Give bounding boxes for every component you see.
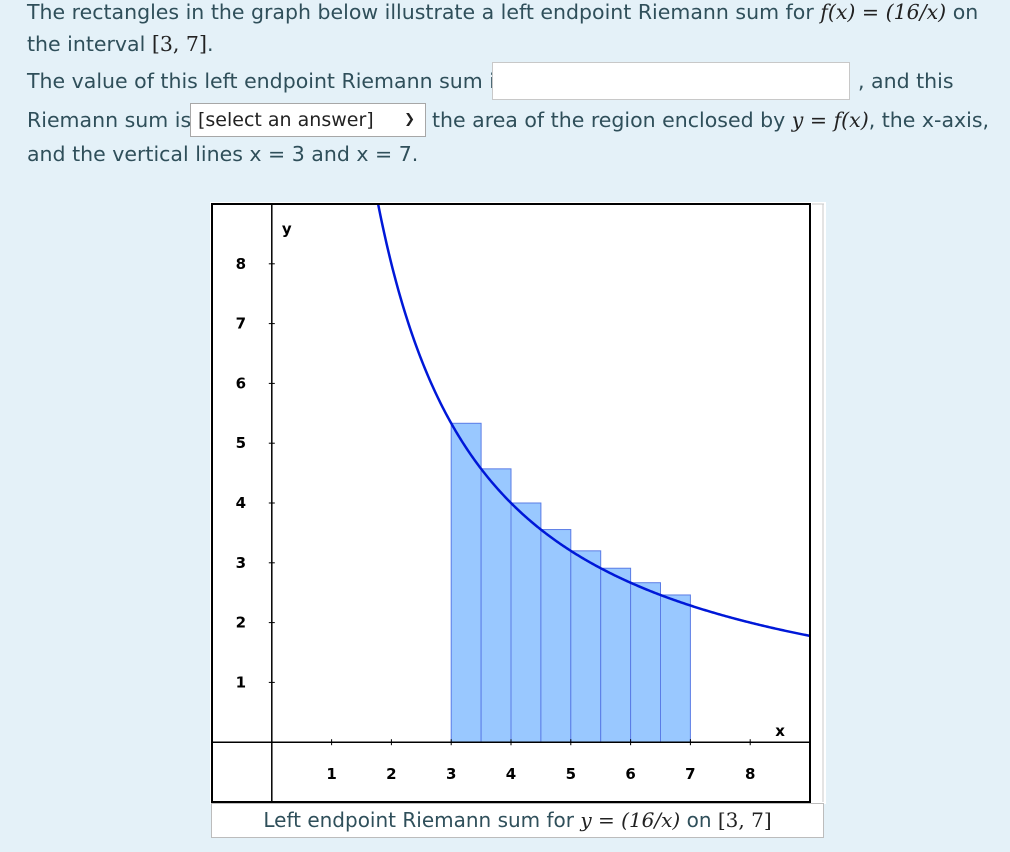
graph-frame (211, 203, 811, 803)
y-tick-label: 2 (236, 614, 246, 632)
caption-function: y = (16/x) (580, 808, 681, 832)
question-line-5: and the vertical lines x = 3 and x = 7. (27, 142, 419, 166)
y-tick-label: 5 (236, 434, 246, 452)
y-tick-label: 8 (236, 255, 246, 273)
interval-expression: [3, 7] (151, 32, 207, 56)
x-tick-label: 6 (625, 765, 635, 783)
y-tick-label: 3 (236, 554, 246, 572)
question-line-3: The value of this left endpoint Riemann … (27, 69, 506, 93)
y-tick-label: 4 (236, 494, 246, 512)
comparison-select-value: [select an answer] (198, 109, 374, 131)
riemann-bar (510, 502, 542, 743)
caption-interval: [3, 7] (717, 808, 772, 832)
y-axis-label: y (282, 220, 292, 238)
x-tick-label: 1 (326, 765, 336, 783)
riemann-bar (450, 422, 482, 743)
x-axis-label: x (775, 722, 785, 740)
riemann-sum-answer-input[interactable] (492, 62, 850, 100)
graph-caption: Left endpoint Riemann sum for y = (16/x)… (211, 803, 824, 838)
y-tick-label: 6 (236, 374, 246, 392)
comparison-select[interactable]: [select an answer] ❯ (190, 103, 426, 137)
x-tick-label: 2 (386, 765, 396, 783)
riemann-sum-graph: 1 2 3 4 5 6 7 8 1 2 3 4 5 6 7 8 x y (210, 202, 826, 804)
question-line-2: the interval [3, 7]. (27, 32, 214, 56)
x-tick-label: 5 (566, 765, 576, 783)
question-line-4: the area of the region enclosed by y = f… (432, 108, 990, 132)
chevron-down-icon: ❯ (404, 112, 415, 127)
riemann-bar (660, 594, 691, 743)
y-tick-label: 7 (236, 315, 246, 333)
riemann-bar (540, 529, 572, 743)
x-tick-label: 7 (685, 765, 695, 783)
function-expression: f(x) = (16/x) (820, 0, 947, 24)
x-tick-label: 4 (506, 765, 516, 783)
riemann-bar (630, 582, 662, 743)
function-curve (376, 204, 810, 638)
question-line-4-prefix: Riemann sum is (27, 108, 192, 132)
function-curve-group (376, 204, 810, 638)
riemann-bar (480, 468, 512, 743)
y-tick-label: 1 (236, 673, 246, 691)
region-function-expression: y = f(x) (791, 108, 869, 132)
question-line-3-suffix: , and this (858, 69, 954, 93)
riemann-bar (600, 567, 632, 743)
x-tick-label: 3 (446, 765, 456, 783)
riemann-bar (570, 550, 602, 743)
riemann-rectangles (450, 422, 691, 743)
x-tick-label: 8 (745, 765, 755, 783)
question-line-1: The rectangles in the graph below illust… (27, 0, 979, 24)
graph-axes: 1 2 3 4 5 6 7 8 1 2 3 4 5 6 7 8 x y (212, 204, 810, 802)
